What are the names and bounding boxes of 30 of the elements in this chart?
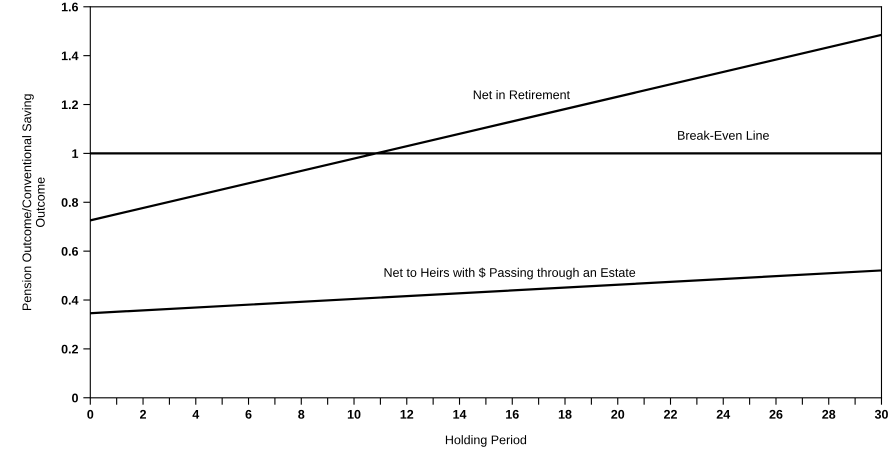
series-label: Net to Heirs with $ Passing through an Estate: [384, 268, 636, 280]
x-tick-label: 30: [874, 410, 888, 419]
y-tick-label: 0: [72, 394, 78, 402]
y-tick-label: 0.2: [62, 344, 78, 354]
x-tick-label: 2: [140, 410, 146, 419]
y-tick-label: 1.4: [62, 52, 78, 60]
x-tick-label: 10: [348, 410, 360, 419]
y-tick-label: 0.4: [62, 296, 78, 305]
x-tick-label: 14: [453, 410, 466, 419]
x-tick-label: 20: [611, 410, 624, 419]
series-label: Break-Even Line: [678, 130, 769, 140]
x-axis-title: Holding Period: [446, 435, 526, 447]
y-tick-label: 1.6: [62, 2, 78, 12]
x-tick-label: 26: [769, 410, 782, 419]
y-tick-label: 1.2: [62, 100, 78, 110]
x-tick-label: 16: [506, 410, 519, 419]
x-tick-label: 18: [558, 410, 572, 419]
x-tick-label: 6: [246, 410, 252, 419]
y-tick-label: 1: [72, 149, 78, 158]
x-tick-label: 4: [192, 410, 200, 419]
x-tick-label: 0: [87, 410, 94, 419]
x-tick-label: 28: [822, 410, 836, 419]
x-tick-label: 8: [298, 410, 304, 419]
series-label: Net in Retirement: [474, 90, 570, 100]
y-axis-title: Pension Outcome/Conventional Saving Outcome: [22, 94, 45, 310]
y-tick-label: 0.6: [62, 246, 78, 256]
x-tick-label: 24: [716, 410, 730, 419]
y-tick-label: 0.8: [62, 198, 78, 207]
x-tick-label: 12: [400, 410, 414, 419]
x-tick-label: 22: [664, 410, 677, 419]
